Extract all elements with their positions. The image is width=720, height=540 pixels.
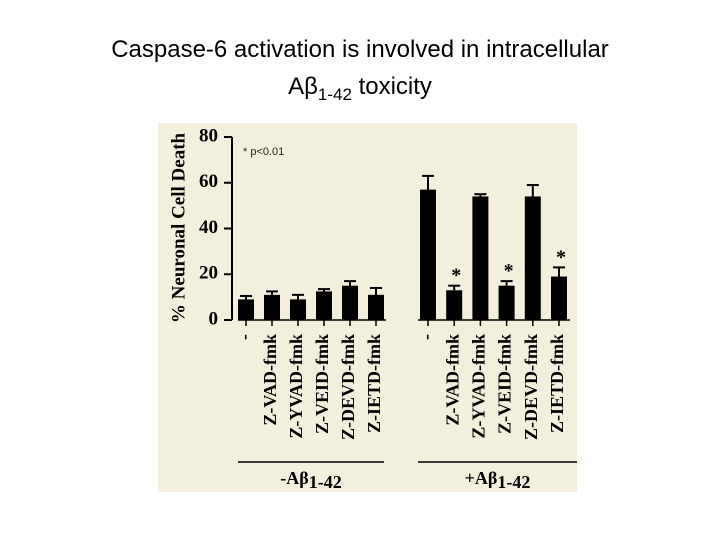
y-tick-label: 20 — [199, 263, 218, 284]
title-subscript: 1-42 — [318, 85, 352, 104]
x-tick-label: Z-DEVD-fmk — [338, 334, 358, 440]
bar — [316, 291, 332, 320]
bar — [446, 290, 463, 320]
group-label: -Aβ1-42 — [280, 468, 341, 492]
title-line-2: Aβ1-42 toxicity — [288, 73, 432, 104]
group-label: +Aβ1-42 — [465, 468, 531, 492]
bar — [420, 189, 436, 320]
group-label-subscript: 1-42 — [309, 472, 342, 492]
x-tick-label: Z-VEID-fmk — [495, 334, 515, 434]
bar — [498, 285, 515, 320]
title-line-1: Caspase-6 activation is involved in intr… — [111, 36, 609, 63]
bar — [342, 285, 358, 320]
x-tick-label: Z-VEID-fmk — [312, 334, 332, 434]
bar — [264, 294, 280, 320]
bar — [551, 276, 567, 320]
x-tick-label: Z-VAD-fmk — [260, 334, 280, 426]
y-tick-label: 40 — [199, 217, 218, 238]
title-part: Aβ — [288, 73, 318, 100]
x-tick-label: - — [416, 334, 436, 340]
x-tick-label: Z-YVAD-fmk — [469, 334, 489, 439]
annotation: * p<0.01 — [243, 146, 284, 158]
y-tick-label: 60 — [199, 171, 218, 192]
bar — [238, 299, 254, 320]
bar — [368, 294, 384, 320]
x-tick-label: Z-IETD-fmk — [364, 334, 384, 433]
x-tick-label: Z-IETD-fmk — [547, 334, 567, 433]
x-tick-label: - — [234, 334, 254, 340]
group-label-text: +Aβ — [465, 468, 498, 488]
significance-mark: * — [556, 246, 566, 268]
group-label-text: -Aβ — [280, 468, 308, 488]
significance-mark: * — [504, 260, 514, 282]
x-tick-label: Z-YVAD-fmk — [286, 334, 306, 439]
group-label-subscript: 1-42 — [497, 472, 530, 492]
y-axis-label: % Neuronal Cell Death — [168, 132, 189, 323]
bar — [472, 196, 489, 320]
title-part: toxicity — [352, 73, 432, 100]
bar — [524, 196, 541, 320]
x-tick-label: Z-DEVD-fmk — [521, 334, 541, 440]
bar — [290, 299, 306, 320]
significance-mark: * — [451, 265, 461, 287]
y-tick-label: 80 — [199, 125, 218, 146]
y-tick-label: 0 — [209, 308, 219, 329]
x-tick-label: Z-VAD-fmk — [442, 334, 462, 426]
